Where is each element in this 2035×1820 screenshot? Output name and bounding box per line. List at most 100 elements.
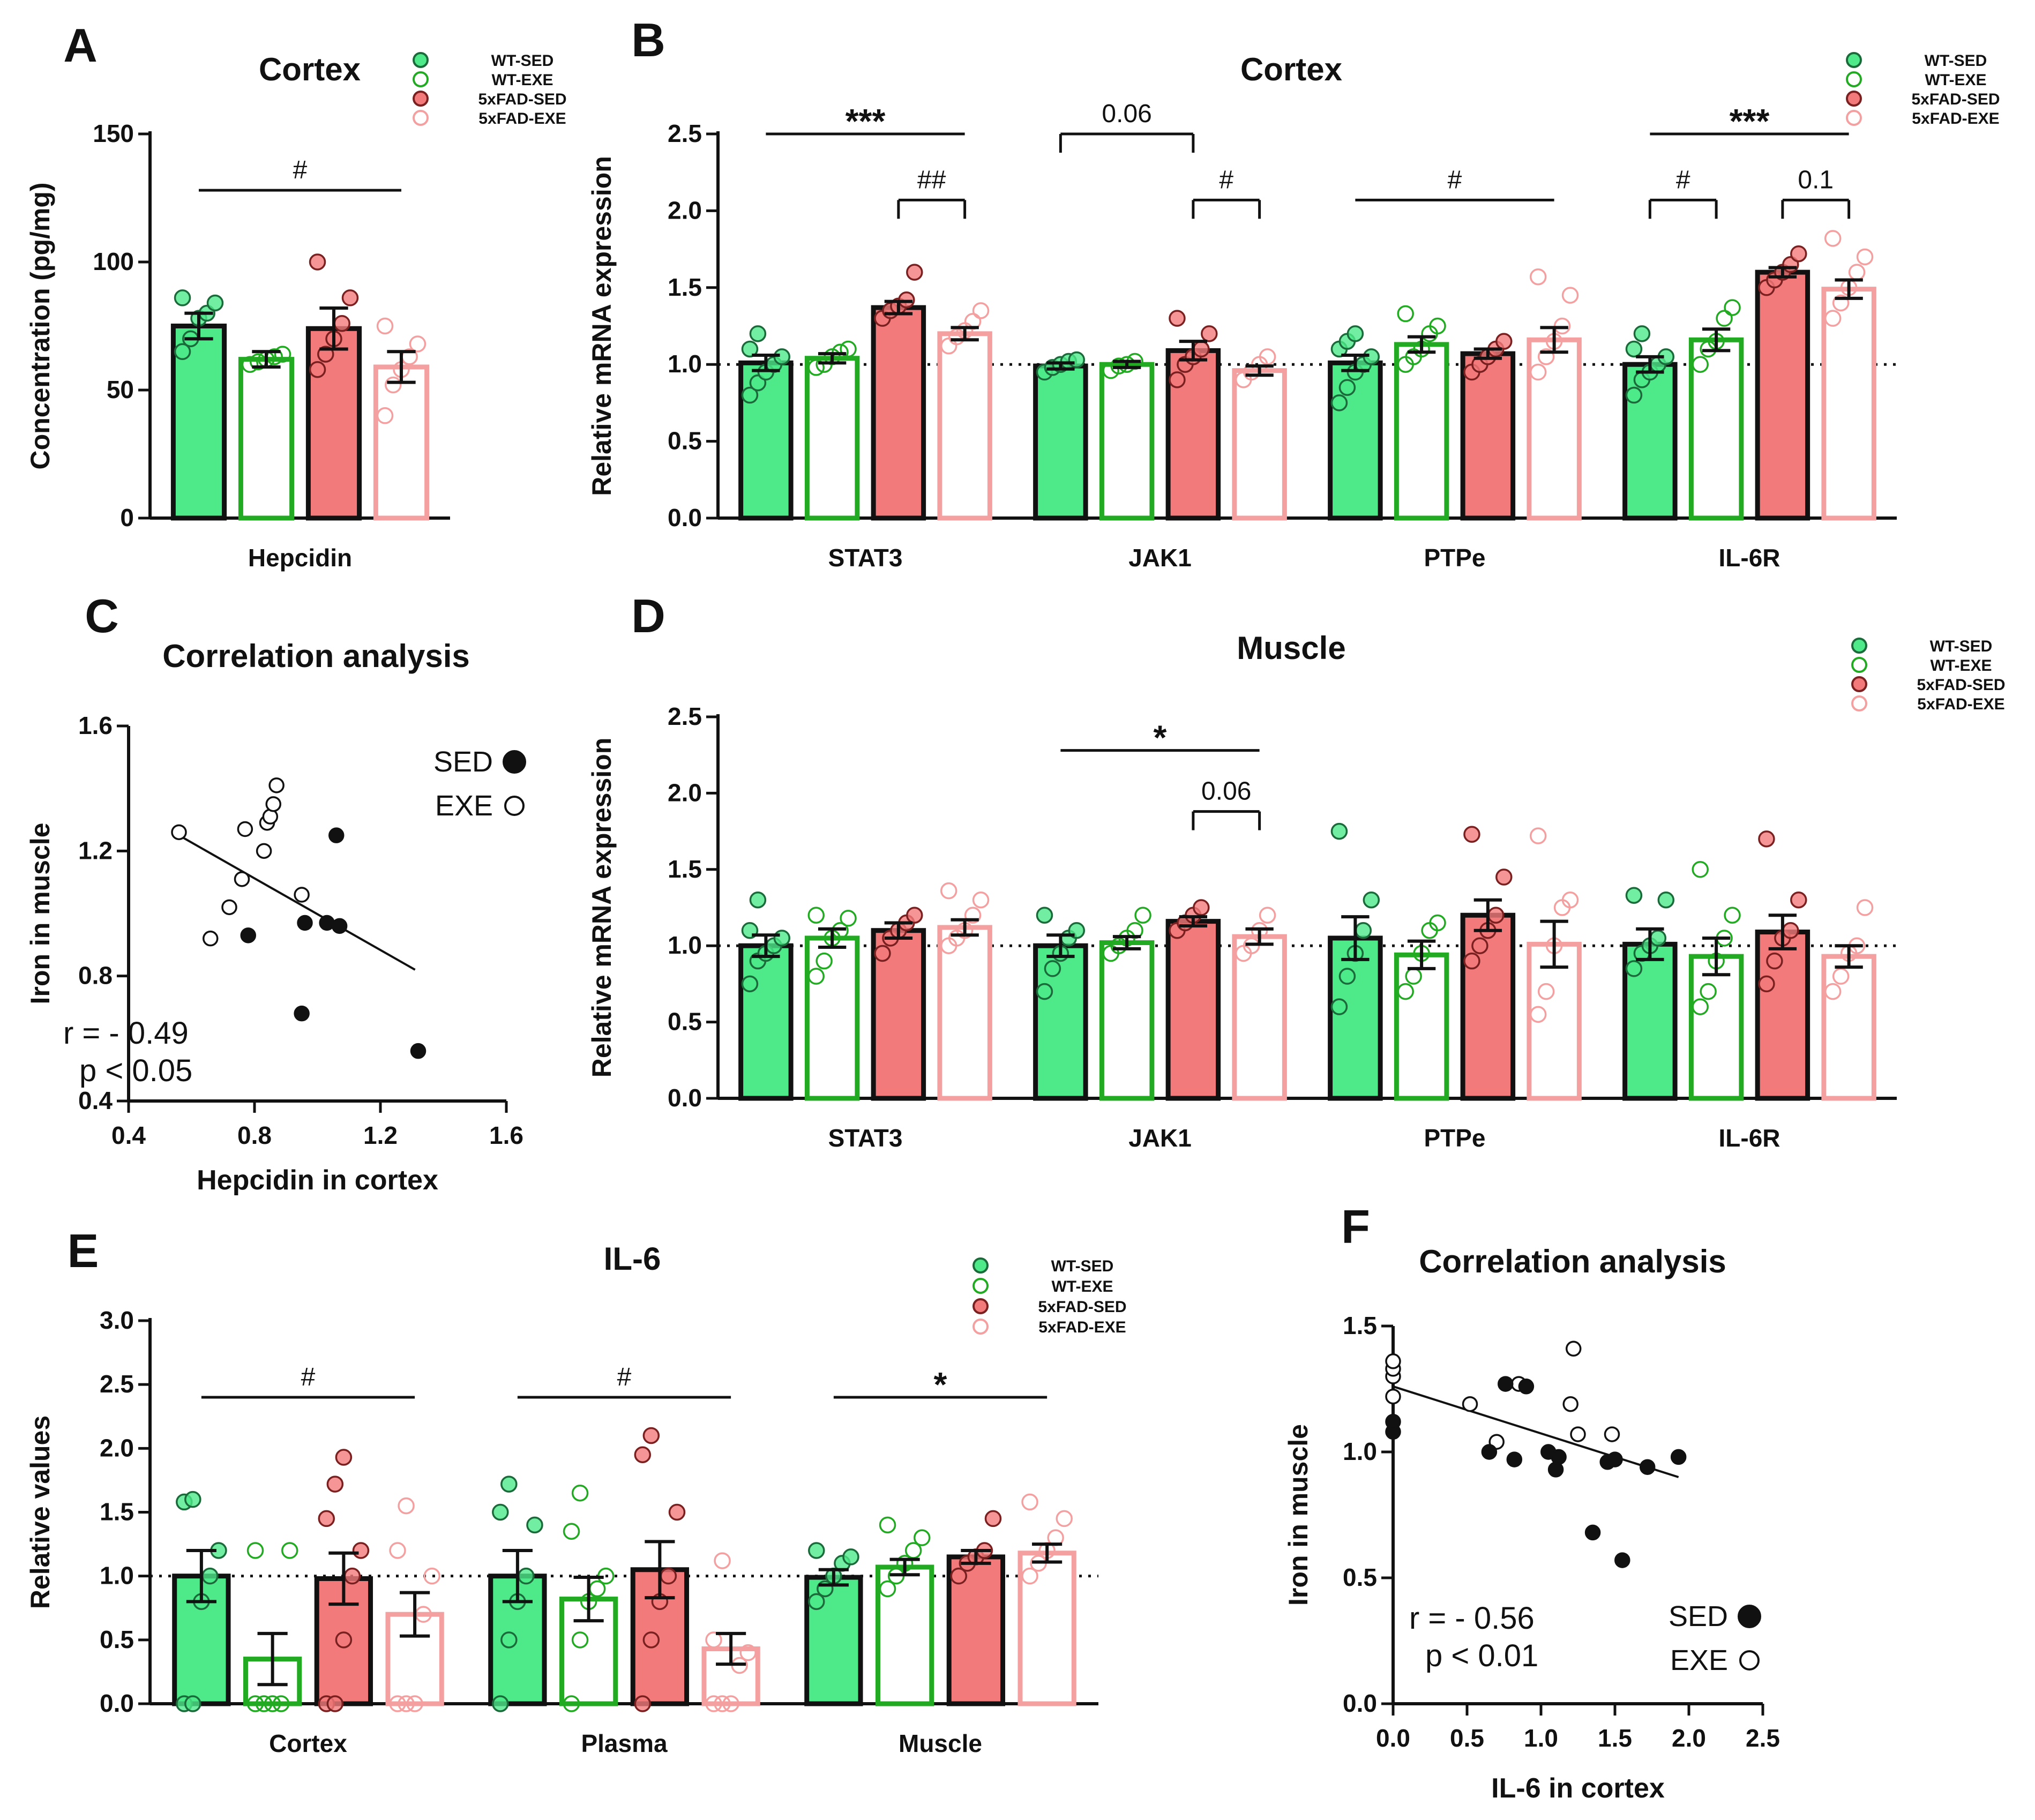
data-point [1346, 325, 1364, 342]
data-point [1036, 907, 1053, 924]
legend-sed-label: SED [433, 746, 493, 778]
data-point [1824, 230, 1842, 247]
sed-point [1518, 1379, 1535, 1395]
data-point [714, 1552, 731, 1569]
data-point [1021, 1493, 1038, 1511]
data-point [879, 1516, 896, 1534]
bar-WT-EXE-Hepcidin [238, 357, 295, 521]
data-point [184, 1695, 201, 1712]
legend-label-E-2: 5xFAD-SED [1038, 1298, 1126, 1316]
chart-title: Correlation analysis [1419, 1244, 1726, 1279]
sed-point [331, 918, 348, 934]
x-tick-label: 2.5 [1746, 1724, 1780, 1752]
y-tick-label: 0.8 [78, 962, 113, 990]
data-point [1625, 340, 1643, 358]
data-point [739, 1644, 757, 1661]
data-point [773, 930, 791, 947]
x-tick-label: 0.5 [1450, 1724, 1484, 1752]
legend-label-D-1: WT-EXE [1930, 657, 1992, 675]
data-point [1044, 960, 1061, 977]
legend-marker-A-1 [413, 71, 429, 87]
y-tick-label: 1.0 [100, 1562, 134, 1590]
legend-label-E-1: WT-EXE [1051, 1278, 1113, 1295]
data-point [1405, 968, 1422, 985]
category-label: Hepcidin [248, 544, 352, 572]
data-point [913, 1529, 931, 1546]
data-point [984, 1510, 1002, 1527]
data-point [1625, 960, 1643, 977]
r-value: r = - 0.56 [1409, 1601, 1535, 1636]
data-point [1537, 348, 1555, 365]
y-axis-label: Iron in muscle [1283, 1424, 1313, 1606]
legend-marker-E-1 [972, 1278, 989, 1294]
bar-5xFAD-SED-PTPe [1460, 912, 1516, 1101]
category-label: Cortex [269, 1729, 347, 1757]
data-point [842, 1548, 859, 1566]
data-point [415, 1606, 432, 1623]
data-point [500, 1631, 518, 1649]
data-point [174, 289, 191, 306]
panel-letter: B [631, 13, 665, 66]
data-point [1724, 299, 1741, 316]
data-point [246, 1695, 264, 1712]
sed-point [297, 915, 313, 931]
y-tick-label: 1.0 [668, 931, 702, 959]
significance-label: * [934, 1365, 947, 1404]
legend-marker-D-3 [1851, 695, 1867, 711]
data-point [1790, 892, 1807, 909]
data-point [964, 907, 982, 924]
data-point [1561, 287, 1579, 304]
x-tick-label: 0.0 [1376, 1724, 1410, 1752]
bar-WT-SED-STAT3 [738, 360, 794, 521]
category-label: JAK1 [1128, 1124, 1192, 1152]
exe-point [203, 930, 219, 947]
data-point [376, 317, 394, 335]
data-point [1692, 998, 1709, 1015]
y-tick-label: 150 [93, 119, 134, 147]
legend-label-A-1: WT-EXE [491, 71, 553, 89]
data-point [705, 1695, 722, 1712]
chart-title: Muscle [1237, 630, 1345, 666]
y-tick-label: 1.0 [1343, 1437, 1377, 1465]
y-tick-label: 2.5 [100, 1370, 134, 1398]
y-tick-label: 1.0 [668, 350, 702, 378]
data-point [571, 1485, 589, 1502]
data-point [264, 1695, 281, 1712]
exe-point [265, 796, 281, 812]
data-point [906, 907, 923, 924]
data-point [1495, 333, 1513, 350]
data-point [642, 1427, 660, 1444]
data-point [808, 1593, 825, 1611]
sed-point [1607, 1451, 1623, 1467]
bar-WT-EXE-Muscle [875, 1564, 934, 1706]
y-tick-label: 0.0 [1343, 1689, 1377, 1717]
data-point [1118, 356, 1135, 373]
data-point [1397, 983, 1414, 1000]
bar-5xFAD-SED-IL-6R [1755, 930, 1810, 1101]
exe-point [1385, 1388, 1401, 1405]
significance-label: *** [846, 102, 886, 140]
sed-point [240, 927, 256, 943]
data-point [1790, 245, 1807, 263]
legend-marker-B-3 [1846, 110, 1862, 126]
data-point [714, 1695, 731, 1712]
data-point [174, 343, 191, 361]
chart-C: C Correlation analysis 0.4 0.8 1.2 1.6 0.4 0.8 1… [25, 589, 526, 1196]
data-point [184, 1491, 201, 1508]
data-point [1824, 983, 1842, 1000]
sed-point [1498, 1376, 1514, 1392]
data-point [500, 1476, 518, 1493]
legend-label-D-2: 5xFAD-SED [1917, 676, 2005, 694]
legend-sed-marker [1738, 1605, 1761, 1628]
exe-point [1462, 1396, 1478, 1412]
y-tick-label: 0.5 [668, 1008, 702, 1036]
data-point [741, 340, 759, 358]
panel-letter: D [631, 589, 665, 642]
y-tick-label: 100 [93, 248, 134, 275]
significance-label: *** [1730, 102, 1770, 140]
category-label: IL-6R [1719, 544, 1780, 572]
data-point [1102, 362, 1119, 379]
exe-point [1604, 1426, 1620, 1442]
bar-WT-EXE-IL-6R [1688, 337, 1744, 521]
p-value: p < 0.05 [79, 1053, 192, 1088]
